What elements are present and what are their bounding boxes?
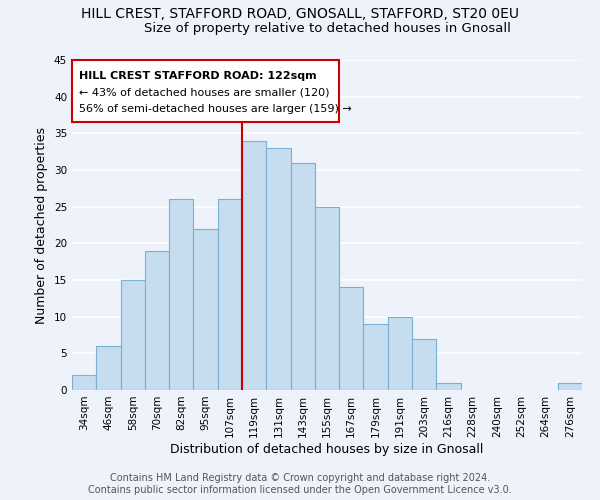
Bar — [364, 324, 388, 390]
Text: ← 43% of detached houses are smaller (120): ← 43% of detached houses are smaller (12… — [79, 88, 330, 98]
Text: 56% of semi-detached houses are larger (159) →: 56% of semi-detached houses are larger (… — [79, 104, 352, 114]
Text: HILL CREST STAFFORD ROAD: 122sqm: HILL CREST STAFFORD ROAD: 122sqm — [79, 71, 317, 81]
Bar — [96, 346, 121, 390]
Bar — [145, 250, 169, 390]
Bar — [315, 206, 339, 390]
Bar — [290, 162, 315, 390]
Text: Contains HM Land Registry data © Crown copyright and database right 2024.
Contai: Contains HM Land Registry data © Crown c… — [88, 474, 512, 495]
FancyBboxPatch shape — [72, 60, 339, 122]
Y-axis label: Number of detached properties: Number of detached properties — [35, 126, 49, 324]
X-axis label: Distribution of detached houses by size in Gnosall: Distribution of detached houses by size … — [170, 442, 484, 456]
Text: HILL CREST, STAFFORD ROAD, GNOSALL, STAFFORD, ST20 0EU: HILL CREST, STAFFORD ROAD, GNOSALL, STAF… — [81, 8, 519, 22]
Bar — [558, 382, 582, 390]
Bar — [388, 316, 412, 390]
Bar — [436, 382, 461, 390]
Bar — [218, 200, 242, 390]
Bar — [121, 280, 145, 390]
Bar — [72, 376, 96, 390]
Bar — [339, 288, 364, 390]
Bar — [193, 228, 218, 390]
Bar — [412, 338, 436, 390]
Bar — [169, 200, 193, 390]
Bar — [242, 140, 266, 390]
Bar — [266, 148, 290, 390]
Title: Size of property relative to detached houses in Gnosall: Size of property relative to detached ho… — [143, 22, 511, 35]
